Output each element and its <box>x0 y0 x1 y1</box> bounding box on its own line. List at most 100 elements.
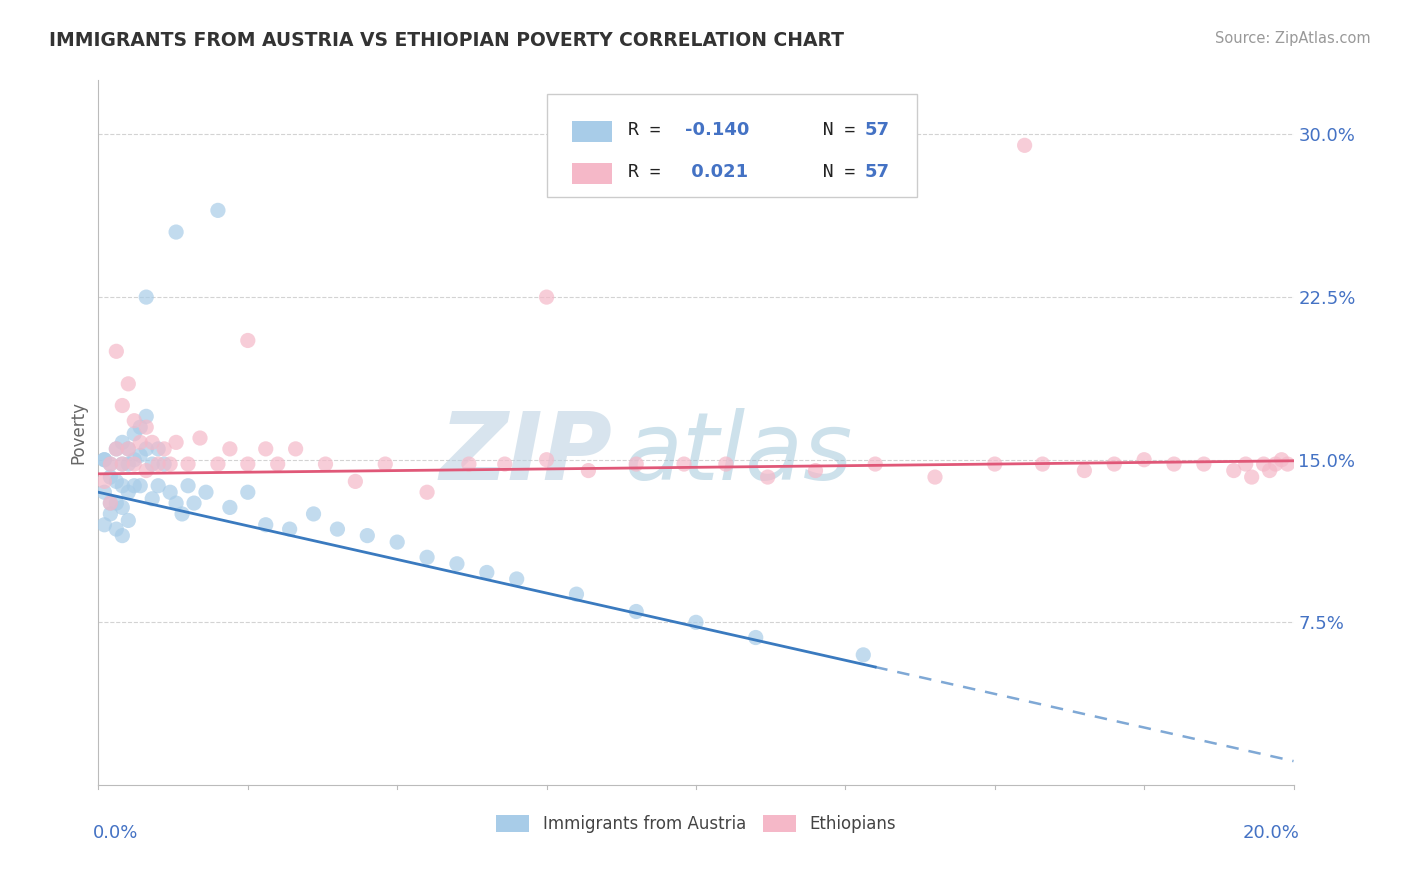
Text: 0.021: 0.021 <box>685 163 748 181</box>
Point <box>111 399 134 413</box>
Point <box>536 290 558 304</box>
Point <box>105 496 128 510</box>
Point <box>183 496 205 510</box>
Point <box>673 457 696 471</box>
Point <box>135 420 157 434</box>
Point <box>105 442 128 456</box>
Point <box>148 457 170 471</box>
Point <box>148 479 170 493</box>
Point <box>93 452 115 467</box>
Point <box>129 479 152 493</box>
Point <box>1223 464 1246 478</box>
Point <box>1104 457 1126 471</box>
Point <box>804 464 827 478</box>
Point <box>315 457 337 471</box>
Point <box>148 442 170 456</box>
Point <box>236 457 259 471</box>
Point <box>1163 457 1185 471</box>
Text: atlas: atlas <box>624 409 852 500</box>
Point <box>135 409 157 424</box>
Point <box>254 517 277 532</box>
Point <box>236 485 259 500</box>
Point <box>93 475 115 489</box>
Text: 20.0%: 20.0% <box>1243 823 1299 842</box>
Point <box>984 457 1007 471</box>
Point <box>1032 457 1054 471</box>
Point <box>536 452 558 467</box>
Point <box>714 457 737 471</box>
Point <box>111 479 134 493</box>
Point <box>865 457 887 471</box>
FancyBboxPatch shape <box>572 163 613 184</box>
Point <box>124 414 146 428</box>
Point <box>117 442 139 456</box>
Point <box>124 452 146 467</box>
Point <box>98 470 122 484</box>
Text: 57: 57 <box>865 120 890 138</box>
Point <box>93 452 115 467</box>
FancyBboxPatch shape <box>572 120 613 142</box>
Point <box>117 513 139 527</box>
Point <box>1014 138 1036 153</box>
Point <box>93 485 115 500</box>
Point <box>326 522 349 536</box>
Point <box>129 420 152 434</box>
Text: N =: N = <box>801 120 866 138</box>
Point <box>159 457 181 471</box>
Point <box>1264 457 1286 471</box>
Point <box>446 557 468 571</box>
Text: IMMIGRANTS FROM AUSTRIA VS ETHIOPIAN POVERTY CORRELATION CHART: IMMIGRANTS FROM AUSTRIA VS ETHIOPIAN POV… <box>49 31 844 50</box>
Point <box>165 496 187 510</box>
Point <box>177 457 200 471</box>
Point <box>124 479 146 493</box>
Point <box>98 496 122 510</box>
Text: N =: N = <box>801 163 866 181</box>
Point <box>278 522 301 536</box>
Point <box>578 464 600 478</box>
FancyBboxPatch shape <box>547 95 917 196</box>
Point <box>98 496 122 510</box>
Point <box>141 457 163 471</box>
Point <box>195 485 218 500</box>
Point <box>165 225 187 239</box>
Point <box>284 442 307 456</box>
Point <box>117 485 139 500</box>
Point <box>1073 464 1095 478</box>
Point <box>494 457 516 471</box>
Text: -0.140: -0.140 <box>685 120 749 138</box>
Point <box>124 426 146 441</box>
Point <box>135 442 157 456</box>
Point <box>117 457 139 471</box>
Point <box>745 631 768 645</box>
Point <box>344 475 367 489</box>
Point <box>475 566 498 580</box>
Text: ZIP: ZIP <box>440 408 613 500</box>
Point <box>124 457 146 471</box>
Point <box>852 648 875 662</box>
Y-axis label: Poverty: Poverty <box>69 401 87 464</box>
Point <box>165 435 187 450</box>
Point <box>105 475 128 489</box>
Point <box>219 500 242 515</box>
Text: Source: ZipAtlas.com: Source: ZipAtlas.com <box>1215 31 1371 46</box>
Point <box>141 435 163 450</box>
Point <box>1271 452 1294 467</box>
Point <box>111 457 134 471</box>
Point <box>111 435 134 450</box>
Point <box>385 535 409 549</box>
Point <box>1192 457 1215 471</box>
Point <box>98 507 122 521</box>
Point <box>685 615 707 630</box>
Point <box>117 442 139 456</box>
Point <box>207 203 229 218</box>
Point <box>172 507 194 521</box>
Point <box>105 522 128 536</box>
Point <box>219 442 242 456</box>
Point <box>129 449 152 463</box>
Point <box>135 464 157 478</box>
Point <box>207 457 229 471</box>
Point <box>302 507 325 521</box>
Point <box>153 457 176 471</box>
Point <box>1234 457 1257 471</box>
Point <box>135 290 157 304</box>
